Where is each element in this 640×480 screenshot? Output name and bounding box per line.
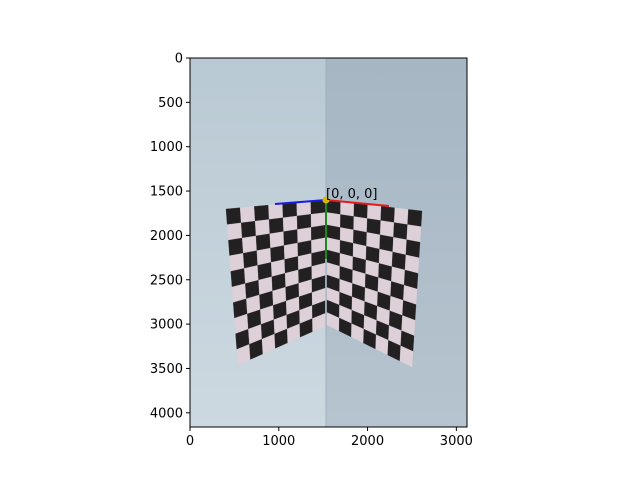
- checker-square: [269, 231, 285, 249]
- pose-axes: [0, 0, 0]: [274, 187, 390, 259]
- checker-square: [227, 222, 243, 241]
- axes-frame: [189, 57, 468, 428]
- origin-marker: [322, 196, 330, 204]
- checker-square: [393, 222, 408, 240]
- checker-square: [405, 239, 421, 258]
- checker-square: [242, 235, 258, 254]
- checker-square: [353, 216, 368, 233]
- checker-square: [296, 201, 312, 217]
- image-plot: [190, 58, 467, 427]
- y-tick-label: 3000: [150, 318, 183, 333]
- y-tick-label: 0: [175, 52, 183, 67]
- x-tick-label: 1000: [262, 434, 295, 449]
- checker-square: [380, 206, 396, 223]
- axis-x-line: [325, 199, 390, 207]
- checker-square: [366, 218, 381, 236]
- x-tick-label: 2000: [351, 434, 384, 449]
- checker-square: [254, 204, 270, 222]
- checker-square: [255, 233, 271, 251]
- checker-square: [268, 217, 284, 234]
- checker-square: [254, 219, 270, 237]
- y-tick-label: 2000: [150, 229, 183, 244]
- checker-square: [393, 207, 409, 225]
- checkerboard-left: [225, 199, 326, 366]
- checkerboard-right: [326, 199, 423, 368]
- x-tick-label: 3000: [440, 434, 473, 449]
- checker-square: [367, 204, 382, 221]
- y-tick-label: 1500: [150, 185, 183, 200]
- checker-square: [239, 206, 256, 224]
- checker-square: [340, 214, 355, 231]
- checker-square: [312, 313, 326, 332]
- checker-square: [399, 345, 414, 368]
- checker-square: [241, 221, 257, 239]
- checker-square: [392, 237, 407, 256]
- checker-square: [326, 212, 341, 228]
- y-tick-label: 2500: [150, 273, 183, 288]
- checker-square: [268, 203, 284, 220]
- y-tick-label: 500: [158, 96, 183, 111]
- checker-square: [310, 199, 326, 215]
- checker-square: [228, 237, 244, 256]
- checker-square: [225, 207, 242, 225]
- checker-square: [406, 224, 422, 243]
- axis-z-line: [274, 199, 327, 205]
- checker-square: [407, 209, 423, 227]
- y-tick-label: 3500: [150, 362, 183, 377]
- checker-square: [379, 220, 395, 238]
- checker-square: [229, 253, 245, 272]
- origin-label: [0, 0, 0]: [326, 187, 378, 202]
- checker-square: [340, 201, 355, 217]
- checker-square: [282, 215, 298, 232]
- checker-square: [310, 212, 326, 228]
- checker-square: [296, 214, 312, 230]
- checker-square: [353, 202, 368, 219]
- y-tick-label: 1000: [150, 140, 183, 155]
- x-tick-label: 0: [186, 434, 194, 449]
- checker-square: [282, 202, 298, 218]
- checker-square: [283, 229, 298, 246]
- checker-square: [297, 227, 312, 244]
- y-tick-label: 4000: [150, 406, 183, 421]
